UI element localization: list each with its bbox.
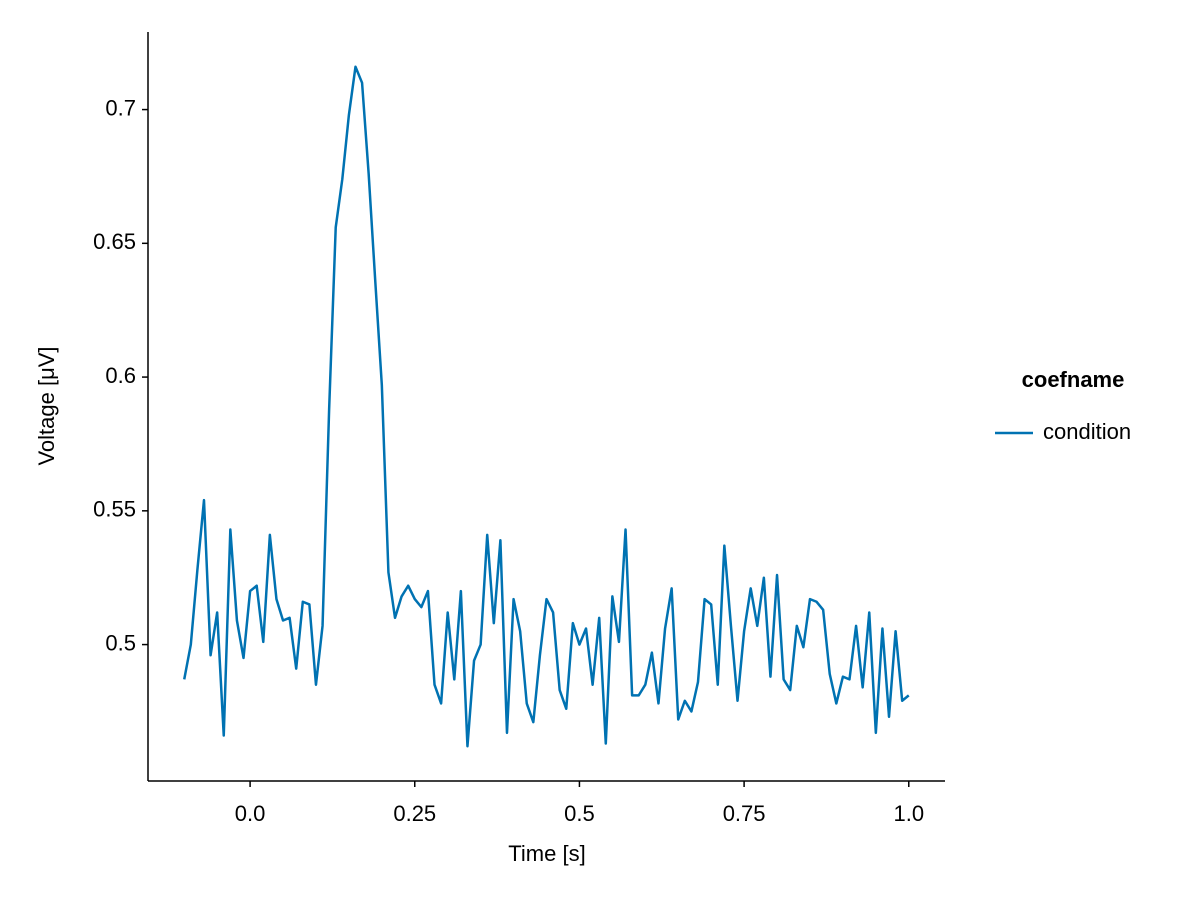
y-tick-label: 0.5: [105, 630, 136, 655]
x-axis-label: Time [s]: [508, 841, 585, 866]
x-tick-label: 0.75: [723, 801, 766, 826]
x-tick-label: 0.5: [564, 801, 595, 826]
legend-label: condition: [1043, 419, 1131, 444]
y-tick-label: 0.55: [93, 497, 136, 522]
y-tick-label: 0.6: [105, 363, 136, 388]
x-tick-label: 1.0: [893, 801, 924, 826]
y-tick-label: 0.65: [93, 229, 136, 254]
y-axis-label: Voltage [μV]: [34, 346, 59, 465]
legend-title: coefname: [1022, 367, 1125, 392]
x-tick-label: 0.0: [235, 801, 266, 826]
x-tick-label: 0.25: [393, 801, 436, 826]
data-line: [182, 65, 910, 748]
y-tick-label: 0.7: [105, 95, 136, 120]
